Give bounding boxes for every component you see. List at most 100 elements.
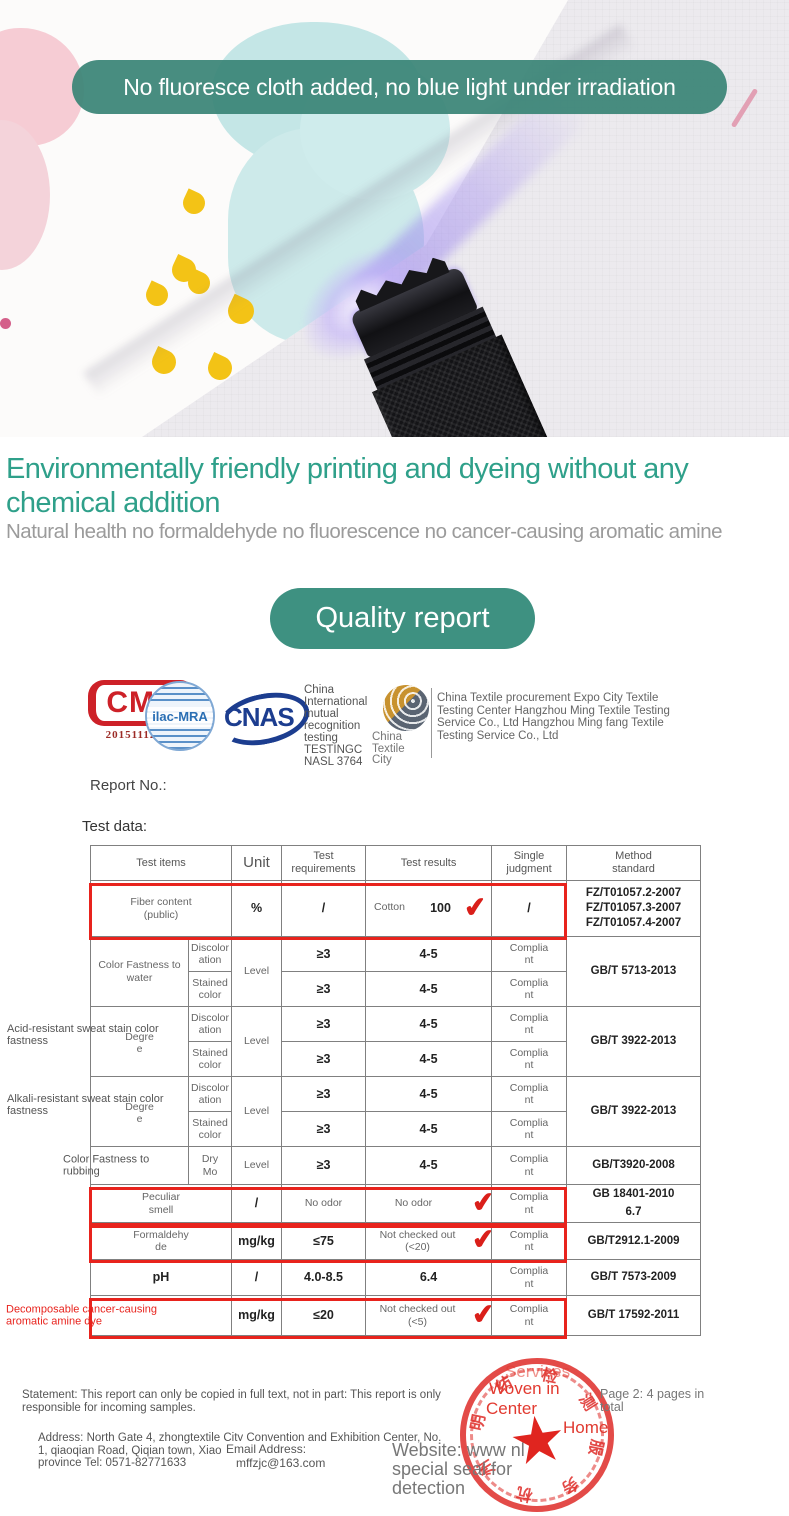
textile-city-line: Textile xyxy=(372,742,405,755)
acid-sub1: Discoloration xyxy=(187,1006,233,1042)
table-row-fiber: Fiber content (public) % / Cotton 100 ✔ … xyxy=(89,880,702,940)
testing-center-line: Service Co., Ltd Hangzhou Ming fang Text… xyxy=(437,717,664,729)
test-data-label: Test data: xyxy=(82,818,148,835)
vertical-divider xyxy=(431,688,432,758)
fiber-item-cell: Fiber content (public) xyxy=(89,880,567,940)
cnas-label: CNAS xyxy=(224,702,295,732)
statement-text: Statement: This report can only be copie… xyxy=(22,1389,478,1415)
formaldehyde-item-cell: Formaldehyde xyxy=(89,1222,567,1263)
fiber-judgment: / xyxy=(491,880,568,937)
water-method: GB/T 5713-2013 xyxy=(566,936,702,1007)
cnas-logo-icon: CNAS xyxy=(213,684,315,754)
fiber-method: FZ/T01057.2-2007 FZ/T01057.3-2007 FZ/T01… xyxy=(566,880,702,937)
page-count-text: Page 2: 4 pages in total xyxy=(600,1388,704,1414)
raindrop-print xyxy=(179,188,209,218)
amine-method: GB/T 17592-2011 xyxy=(566,1295,702,1336)
acid-unit: Level xyxy=(231,1006,283,1077)
section-heading: Environmentally friendly printing and dy… xyxy=(6,452,786,520)
flower-center-dot xyxy=(0,318,11,329)
testing-center-line: China Textile procurement Expo City Text… xyxy=(437,692,659,704)
heading-line: chemical addition xyxy=(6,487,220,519)
table-row-rubbing: Color Fastness to rubbing Dry Mo Level ≥… xyxy=(63,1146,702,1185)
ilac-mra-label: ilac-MRA xyxy=(147,705,213,727)
rubbing-unit: Level xyxy=(231,1146,283,1185)
textile-city-line: City xyxy=(372,754,392,766)
col-header-judgment: Single judgment xyxy=(491,845,568,881)
table-row-formaldehyde: Formaldehyde mg/kg ≤75 Not checked out (… xyxy=(89,1222,702,1263)
quality-report-button[interactable]: Quality report xyxy=(270,588,535,649)
acid-item-cell: Acid-resistant sweat stain color fastnes… xyxy=(7,1006,189,1077)
section-subheading: Natural health no formaldehyde no fluore… xyxy=(6,520,723,543)
photo-banner: No fluoresce cloth added, no blue light … xyxy=(72,60,727,114)
ph-requirement: 4.0-8.5 xyxy=(281,1259,367,1296)
alkali-req2: ≥3 xyxy=(281,1111,367,1147)
ph-unit: / xyxy=(231,1259,283,1296)
seal-overlay-text: Services xyxy=(505,1362,571,1381)
page-count-line: total xyxy=(600,1400,624,1414)
smell-item-cell: Peculiar smell xyxy=(89,1184,567,1226)
alkali-req1: ≥3 xyxy=(281,1076,367,1112)
table-row-acid-1: Acid-resistant sweat stain color fastnes… xyxy=(7,1006,702,1077)
testing-center-line: Testing Center Hangzhou Ming Textile Tes… xyxy=(437,704,670,717)
alkali-item-cell: Alkali-resistant sweat stain color fastn… xyxy=(7,1076,189,1147)
alkali-sub2: Stained color xyxy=(187,1111,233,1147)
smell-method: GB 18401-2010 6.7 xyxy=(566,1184,702,1223)
alkali-judg1: Compliant xyxy=(491,1076,568,1112)
email-label: Email Address: xyxy=(226,1442,307,1456)
testing-center-line: Testing Service Co., Ltd xyxy=(437,729,559,742)
alkali-res1: 4-5 xyxy=(365,1076,493,1112)
amine-unit: mg/kg xyxy=(231,1295,283,1336)
report-no-label: Report No.: xyxy=(90,777,167,794)
col-header-requirements: Test requirements xyxy=(281,845,367,881)
rubbing-item-cell: Color Fastness to rubbing xyxy=(63,1146,189,1185)
col-header-test-items: Test items xyxy=(89,845,233,881)
website-text: Website: www nl special seal for detecti… xyxy=(392,1441,525,1498)
heading-line: Environmentally friendly printing and dy… xyxy=(6,453,689,485)
water-req2: ≥3 xyxy=(281,971,367,1007)
amine-requirement: ≤20 xyxy=(281,1295,367,1336)
acid-res1: 4-5 xyxy=(365,1006,493,1042)
acid-judg1: Compliant xyxy=(491,1006,568,1042)
red-checkmark-icon: ✔ xyxy=(470,1185,497,1219)
acid-judg2: Compliant xyxy=(491,1041,568,1077)
ilac-mra-logo-icon: ilac-MRA xyxy=(145,681,215,751)
col-header-results: Test results xyxy=(365,845,493,881)
water-judg1: Compliant xyxy=(491,936,568,972)
ph-judgment: Compliant xyxy=(491,1259,568,1296)
alkali-judg2: Compliant xyxy=(491,1111,568,1147)
col-header-unit: Unit xyxy=(231,845,283,881)
acid-res2: 4-5 xyxy=(365,1041,493,1077)
rubbing-req: ≥3 xyxy=(281,1146,367,1185)
formaldehyde-method: GB/T2912.1-2009 xyxy=(566,1222,702,1260)
water-judg2: Compliant xyxy=(491,971,568,1007)
water-unit: Level xyxy=(231,936,283,1007)
website-line: special seal for xyxy=(392,1459,513,1479)
amine-item-cell: Decomposable cancer-causing aromatic ami… xyxy=(6,1295,567,1339)
table-row-alkali-2: Stained color ≥3 4-5 Compliant xyxy=(91,1111,701,1147)
alkali-method: GB/T 3922-2013 xyxy=(566,1076,702,1147)
acid-req2: ≥3 xyxy=(281,1041,367,1077)
rubbing-method: GB/T3920-2008 xyxy=(566,1146,702,1185)
ph-method: GB/T 7573-2009 xyxy=(566,1259,702,1296)
email-value: mffzjc@163.com xyxy=(236,1455,326,1470)
table-header-row: Test items Unit Test requirements Test r… xyxy=(89,845,702,881)
amine-row-label: Decomposable cancer-causing aromatic ami… xyxy=(6,1303,158,1328)
home-link[interactable]: Home xyxy=(563,1418,609,1437)
acid-req1: ≥3 xyxy=(281,1006,367,1042)
acid-row-label: Acid-resistant sweat stain color fastnes… xyxy=(7,1023,159,1048)
website-line: Website: www nl xyxy=(392,1440,525,1460)
page-count-line: Page 2: 4 pages in xyxy=(600,1387,705,1401)
ph-item-cell: pH xyxy=(89,1259,233,1296)
website-line: detection xyxy=(392,1478,466,1498)
alkali-unit: Level xyxy=(231,1076,283,1147)
red-checkmark-icon: ✔ xyxy=(470,1297,497,1331)
smell-result: No odor ✔ xyxy=(365,1184,496,1223)
table-row-alkali-1: Alkali-resistant sweat stain color fastn… xyxy=(7,1076,702,1147)
table-row-water-2: Stained color ≥3 4-5 Compliant xyxy=(91,971,701,1007)
water-res2: 4-5 xyxy=(365,971,493,1007)
raindrop-print xyxy=(142,280,172,310)
seal-overlay-text: Center xyxy=(486,1399,538,1418)
fiber-requirement: / xyxy=(281,880,367,937)
amine-result: Not checked out (<5) ✔ xyxy=(365,1295,496,1336)
hero-photo: No fluoresce cloth added, no blue light … xyxy=(0,0,789,437)
